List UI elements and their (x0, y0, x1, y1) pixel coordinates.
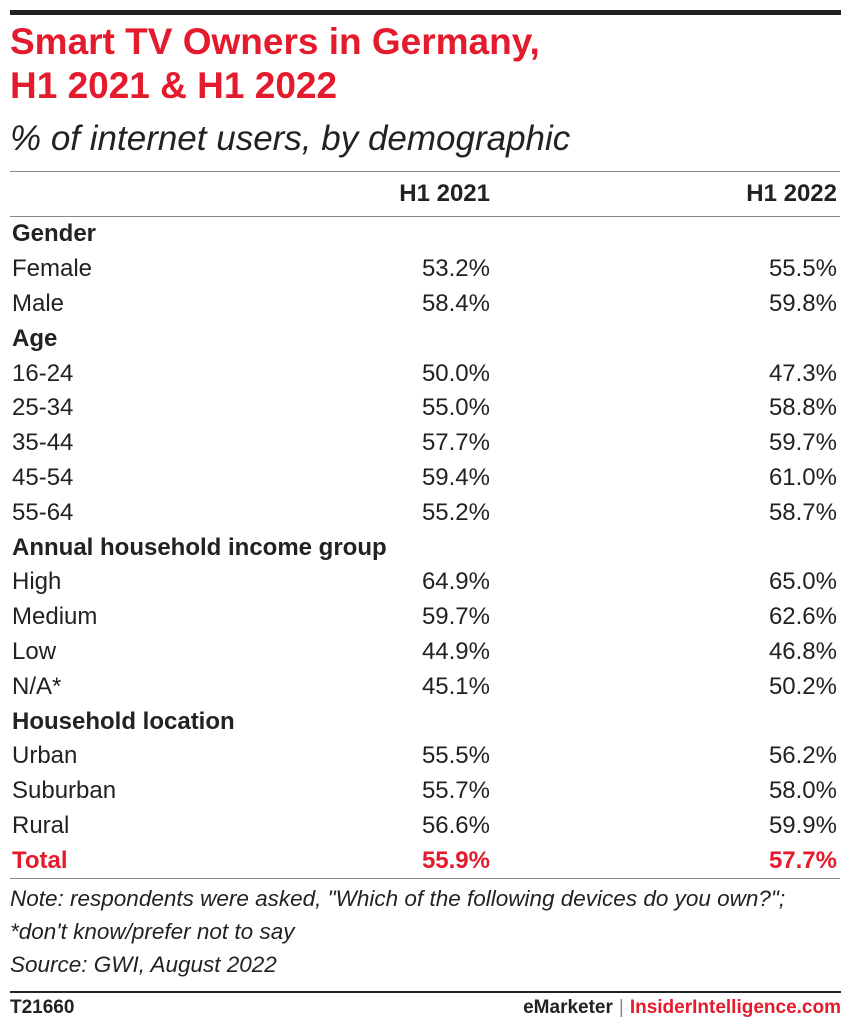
row-label: 25-34 (12, 394, 74, 422)
emarketer-brand: eMarketer (523, 997, 613, 1018)
value-h1-2022: 58.8% (768, 394, 837, 422)
table-top-rule (10, 171, 840, 172)
value-h1-2022: 59.7% (768, 429, 837, 457)
value-h1-2022: 50.2% (768, 672, 837, 700)
note-text: Note: respondents were asked, "Which of … (10, 886, 786, 944)
value-h1-2021: 59.4% (421, 463, 490, 491)
group-header-row: Age (10, 321, 840, 356)
value-h1-2022: 58.7% (768, 498, 837, 526)
value-h1-2022: 56.2% (768, 742, 837, 770)
table-body: Gender Female 53.2% 55.5% Male 58.4% 59.8% Age 1… (10, 217, 840, 880)
group-header-row: Household location (10, 704, 840, 739)
data-table: H1 2021 H1 2022 Gender Female 53.2% 55.5% Ma… (10, 171, 840, 880)
value-h1-2021: 55.0% (421, 394, 490, 422)
table-row: Urban 55.5% 56.2% (10, 739, 840, 774)
row-label: Urban (12, 742, 78, 770)
value-h1-2021: 58.4% (421, 289, 490, 317)
source-text: Source: GWI, August 2022 (10, 952, 277, 977)
brand-credit: eMarketer | InsiderIntelligence.com (523, 997, 841, 1019)
table-row: Rural 56.6% 59.9% (10, 809, 840, 844)
value-h1-2021: 55.9% (421, 846, 490, 874)
column-header-h1-2021: H1 2021 (399, 180, 490, 207)
row-label: Age (12, 324, 58, 352)
table-row: N/A* 45.1% 50.2% (10, 669, 840, 704)
row-label: N/A* (12, 672, 62, 700)
value-h1-2021: 55.7% (421, 777, 490, 805)
top-rule (10, 10, 841, 15)
row-label: 45-54 (12, 463, 74, 491)
header-row: H1 2021 H1 2022 (10, 172, 840, 216)
brand-separator: | (618, 997, 624, 1018)
row-label: 16-24 (12, 359, 74, 387)
table-row: Female 53.2% 55.5% (10, 252, 840, 287)
value-h1-2021: 64.9% (421, 568, 490, 596)
value-h1-2021: 50.0% (421, 359, 490, 387)
row-label: Male (12, 289, 65, 317)
value-h1-2021: 55.2% (421, 498, 490, 526)
value-h1-2022: 47.3% (768, 359, 837, 387)
value-h1-2022: 59.9% (768, 811, 837, 839)
group-header-row: Gender (10, 217, 840, 252)
title-line-1: Smart TV Owners in Germany, (10, 21, 540, 62)
chart-code: T21660 (10, 997, 75, 1018)
value-h1-2021: 45.1% (421, 672, 490, 700)
value-h1-2022: 65.0% (768, 568, 837, 596)
footer: T21660 eMarketer | InsiderIntelligence.com (10, 997, 841, 1021)
table-row: 45-54 59.4% 61.0% (10, 461, 840, 496)
table-row: Low 44.9% 46.8% (10, 635, 840, 670)
value-h1-2022: 62.6% (768, 603, 837, 631)
value-h1-2021: 53.2% (421, 255, 490, 283)
title-line-2: H1 2021 & H1 2022 (10, 65, 338, 106)
value-h1-2022: 46.8% (768, 637, 837, 665)
table-row: 25-34 55.0% 58.8% (10, 391, 840, 426)
row-label: High (12, 568, 62, 596)
value-h1-2021: 55.5% (421, 742, 490, 770)
table-row: 16-24 50.0% 47.3% (10, 356, 840, 391)
row-label: Medium (12, 603, 98, 631)
row-label: 35-44 (12, 429, 74, 457)
value-h1-2021: 59.7% (421, 603, 490, 631)
header-rule (10, 216, 840, 217)
table-row: 35-44 57.7% 59.7% (10, 426, 840, 461)
bottom-rule (10, 991, 841, 993)
row-label: Gender (12, 220, 97, 248)
column-header-h1-2022: H1 2022 (746, 180, 837, 207)
chart-title: Smart TV Owners in Germany, H1 2021 & H1… (10, 20, 840, 108)
value-h1-2022: 57.7% (768, 846, 837, 874)
chart-subtitle: % of internet users, by demographic (10, 119, 571, 158)
table-row: Male 58.4% 59.8% (10, 287, 840, 322)
total-row: Total 55.9% 57.7% (10, 843, 840, 878)
value-h1-2022: 59.8% (768, 289, 837, 317)
row-label: Household location (12, 707, 235, 735)
table-row: High 64.9% 65.0% (10, 565, 840, 600)
value-h1-2021: 57.7% (421, 429, 490, 457)
insider-intelligence-link[interactable]: InsiderIntelligence.com (629, 997, 841, 1018)
value-h1-2022: 61.0% (768, 463, 837, 491)
table-row: 55-64 55.2% 58.7% (10, 495, 840, 530)
table-bottom-rule (10, 878, 840, 880)
notes: Note: respondents were asked, "Which of … (10, 882, 840, 981)
row-label: Annual household income group (12, 533, 387, 561)
table-row: Suburban 55.7% 58.0% (10, 774, 840, 809)
row-label: Female (12, 255, 93, 283)
row-label: Total (12, 846, 68, 874)
row-label: Rural (12, 811, 70, 839)
row-label: 55-64 (12, 498, 74, 526)
row-label: Low (12, 637, 57, 665)
value-h1-2022: 58.0% (768, 777, 837, 805)
value-h1-2021: 56.6% (421, 811, 490, 839)
table-row: Medium 59.7% 62.6% (10, 600, 840, 635)
group-header-row: Annual household income group (10, 530, 840, 565)
value-h1-2022: 55.5% (768, 255, 837, 283)
row-label: Suburban (12, 777, 117, 805)
value-h1-2021: 44.9% (421, 637, 490, 665)
